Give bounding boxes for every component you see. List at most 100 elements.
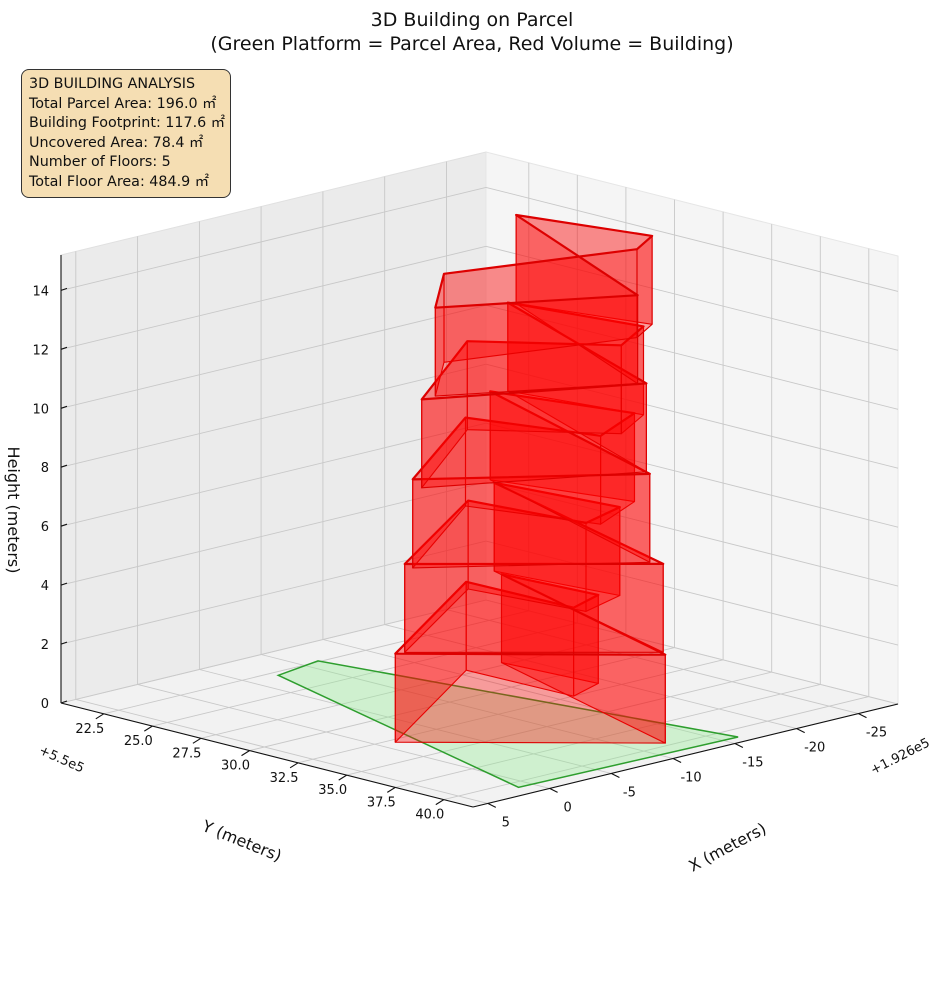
gridline-z-right: [485, 540, 899, 646]
gridline-y-floor: [322, 639, 736, 744]
z-tick-mark: [60, 641, 68, 645]
gridline-x-floor: [443, 696, 869, 801]
data-polygons: [276, 213, 739, 789]
z-tick-label: 0: [41, 697, 49, 712]
building-wall: [412, 473, 651, 569]
building-wall: [421, 382, 647, 489]
x-tick-mark: [95, 713, 105, 720]
x-tick-label: 35.0: [318, 783, 347, 798]
gridline-z-left: [60, 363, 487, 468]
y-tick-label: -20: [804, 741, 825, 756]
gridline-y-floor: [446, 609, 859, 715]
gridline-z-right: [485, 481, 899, 587]
building-wall: [394, 653, 666, 744]
gridline-z-left: [60, 304, 487, 409]
analysis-info-box: 3D BUILDING ANALYSIS Total Parcel Area: …: [21, 69, 231, 198]
info-number-of-floors: Number of Floors: 5: [29, 154, 171, 171]
info-heading: 3D BUILDING ANALYSIS: [29, 76, 196, 92]
x-tick-label: 40.0: [415, 808, 444, 823]
x-offset-label: +1.926e5: [868, 736, 932, 779]
info-uncovered-area: Uncovered Area: 78.4 ㎡: [29, 134, 204, 151]
gridline-z-left: [60, 186, 487, 291]
y-offset-label: +5.5e5: [37, 743, 87, 776]
y-tick-mark: [549, 787, 558, 793]
x-tick-mark: [387, 786, 396, 793]
chart-subtitle: (Green Platform = Parcel Area, Red Volum…: [210, 33, 733, 55]
building-floor: [403, 481, 665, 653]
z-tick-label: 12: [32, 343, 49, 358]
z-tick-label: 2: [41, 638, 49, 653]
z-tick-mark: [60, 464, 68, 468]
tick-labels: 22.5 25.0 27.5 30.0 32.5 35.0 37.5 40.0 -25 -20 -1…: [32, 284, 887, 830]
building-floor: [434, 213, 654, 397]
y-tick-label: 0: [563, 800, 571, 815]
gridline-y-floor: [137, 683, 550, 789]
y-axis-line: [472, 703, 899, 808]
y-tick-label: -15: [742, 756, 763, 771]
gridlines: [60, 161, 899, 804]
building-floor: [411, 390, 651, 569]
gridline-x-floor: [346, 671, 772, 776]
y-tick-mark: [858, 713, 867, 719]
gridline-z-right: [485, 363, 899, 469]
building-floor-top: [411, 390, 651, 481]
building-floor: [394, 573, 667, 744]
gridline-z-left: [60, 422, 487, 527]
building-wall: [404, 563, 664, 653]
z-tick-mark: [60, 287, 68, 291]
building-wall: [434, 294, 639, 397]
x-tick-label: 32.5: [270, 771, 299, 786]
x-tick-mark: [289, 762, 299, 769]
gridline-z-right: [485, 186, 899, 292]
parcel-platform: [276, 660, 739, 789]
y-tick-label: -25: [866, 726, 887, 741]
gridline-x-floor: [395, 683, 821, 788]
gridline-z-right: [485, 245, 899, 351]
gridline-z-left: [60, 481, 487, 586]
gridline-z-left: [60, 245, 487, 350]
gridline-y-floor: [75, 698, 488, 804]
y-axis-label: Y (meters): [199, 816, 285, 865]
info-building-footprint: Building Footprint: 117.6 ㎡: [29, 115, 226, 132]
chart-title: 3D Building on Parcel: [371, 9, 574, 31]
x-tick-mark: [144, 725, 153, 732]
x-tick-label: 27.5: [172, 746, 201, 761]
z-tick-mark: [60, 346, 68, 350]
x-tick-label: 30.0: [221, 759, 250, 774]
x-tick-mark: [241, 750, 250, 757]
info-total-floor-area: Total Floor Area: 484.9 ㎡: [29, 173, 210, 190]
y-tick-mark: [611, 773, 620, 778]
gridline-y-floor: [384, 624, 797, 730]
axis-panes: [60, 151, 899, 808]
x-axis-line: [60, 702, 474, 808]
axis-lines: [60, 255, 899, 808]
z-tick-label: 8: [41, 461, 49, 476]
gridline-y-floor: [260, 654, 674, 759]
z-tick-label: 14: [32, 284, 49, 299]
gridline-z-right: [485, 304, 899, 410]
z-tick-mark: [60, 700, 68, 704]
x-tick-label: 25.0: [124, 734, 153, 749]
gridline-y-floor: [199, 669, 612, 774]
y-tick-label: -10: [680, 771, 701, 786]
y-tick-label: -5: [623, 786, 636, 801]
y-tick-label: 5: [502, 815, 510, 830]
building-wall: [636, 235, 653, 339]
z-tick-mark: [60, 405, 68, 409]
x-tick-label: 37.5: [367, 795, 396, 810]
x-tick-mark: [435, 799, 445, 806]
z-tick-mark: [60, 582, 68, 586]
y-tick-mark: [734, 743, 744, 748]
x-tick-label: 22.5: [75, 722, 104, 737]
z-tick-label: 10: [32, 402, 49, 417]
y-tick-mark: [796, 728, 805, 734]
info-parcel-area: Total Parcel Area: 196.0 ㎡: [29, 95, 217, 112]
gridline-z-left: [60, 599, 487, 704]
building-floor-top: [434, 213, 654, 309]
gridline-z-right: [485, 422, 899, 528]
z-axis-label: Height (meters): [4, 447, 23, 574]
gridline-z-right: [485, 599, 899, 705]
gridline-z-left: [60, 540, 487, 645]
